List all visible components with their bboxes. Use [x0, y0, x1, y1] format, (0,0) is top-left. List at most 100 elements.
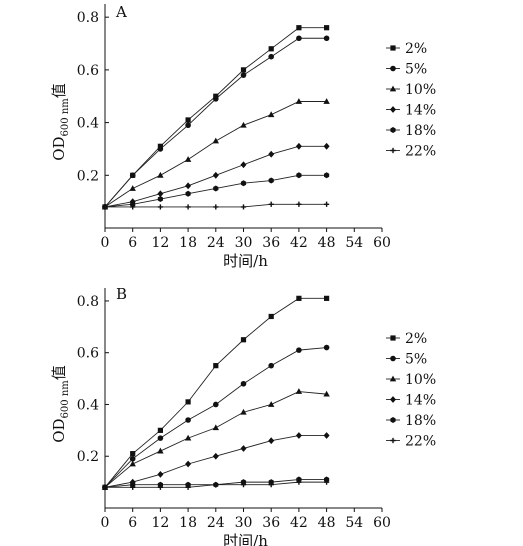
y-axis-label: OD600 nm值	[50, 83, 71, 161]
x-tick-label: 30	[235, 235, 253, 251]
data-point	[213, 96, 219, 102]
data-point	[185, 460, 192, 468]
data-point	[324, 201, 330, 207]
data-point	[240, 337, 247, 343]
legend-marker	[390, 355, 396, 362]
data-point	[240, 121, 247, 128]
axes	[104, 4, 383, 232]
data-point	[323, 142, 330, 150]
legend-entry: 14%	[386, 393, 436, 409]
data-point	[268, 150, 275, 158]
legend-label: 10%	[405, 372, 436, 388]
data-point	[157, 447, 164, 454]
data-point	[268, 201, 274, 207]
data-point	[185, 399, 191, 405]
x-tick-label: 6	[128, 515, 137, 531]
data-point	[296, 172, 302, 179]
legend-entry: 10%	[386, 82, 436, 98]
data-point	[240, 380, 247, 387]
y-axis-label-sub: 600 nm	[60, 98, 71, 137]
axes	[104, 288, 383, 512]
data-point	[296, 295, 302, 301]
data-point	[157, 190, 164, 198]
panel-label: B	[116, 285, 127, 303]
data-point	[185, 117, 191, 123]
legend-label: 2%	[405, 331, 427, 347]
x-tick-label: 54	[345, 235, 363, 251]
x-tick-label: 48	[318, 515, 336, 531]
series-14%	[102, 142, 330, 211]
data-point	[296, 35, 302, 42]
legend-label: 22%	[405, 144, 436, 160]
y-tick-label: 0.4	[77, 397, 99, 413]
data-point	[324, 295, 330, 301]
data-point	[268, 437, 275, 445]
data-point	[213, 482, 219, 488]
y-tick-label: 0.6	[77, 63, 99, 79]
data-point	[323, 432, 330, 439]
x-tick-label: 60	[373, 235, 391, 251]
x-tick-label: 48	[318, 235, 336, 251]
data-point	[130, 451, 136, 457]
data-point	[268, 53, 275, 60]
legend-marker	[390, 65, 396, 72]
data-point	[268, 111, 275, 118]
legend-entry: 22%	[386, 144, 436, 160]
legend-entry: 10%	[386, 372, 436, 388]
data-point	[268, 313, 274, 320]
data-point	[184, 434, 192, 441]
data-point	[295, 432, 302, 439]
data-point	[213, 204, 219, 210]
legend-entry: 18%	[386, 413, 436, 429]
legend-label: 5%	[405, 62, 427, 78]
y-tick-label: 0.4	[77, 116, 99, 132]
x-tick-label: 18	[179, 515, 197, 531]
data-point	[296, 201, 302, 207]
data-point	[240, 67, 247, 73]
data-point	[296, 479, 302, 485]
series-22%	[102, 201, 330, 210]
series-2%	[102, 25, 330, 210]
legend-marker	[390, 106, 396, 113]
data-point	[157, 171, 164, 178]
y-axis-label-main: OD	[50, 418, 68, 442]
data-point	[129, 185, 136, 191]
data-point	[268, 482, 274, 488]
legend-entry: 5%	[386, 62, 427, 78]
data-point	[212, 452, 219, 460]
data-point	[212, 424, 219, 431]
data-point	[295, 142, 302, 150]
y-tick-label: 0.8	[77, 294, 99, 310]
x-tick-label: 42	[290, 515, 308, 531]
legend-marker	[390, 335, 396, 341]
data-point	[213, 185, 219, 192]
chart-panel-B: 0 6 12 18 24 30 36 42 48 54 60 0.2 0.4 0.6 0.8 B 时间/h OD6…	[50, 285, 436, 546]
series-line	[104, 37, 327, 208]
y-axis-label-sub: 600 nm	[60, 380, 71, 419]
legend-entry: 22%	[386, 434, 436, 450]
legend-marker	[390, 396, 396, 403]
data-point	[323, 390, 330, 397]
series-18%	[102, 172, 330, 210]
x-axis-label: 时间/h	[223, 532, 268, 546]
legend-marker	[390, 417, 396, 423]
x-tick-label: 24	[207, 515, 225, 531]
data-point	[296, 25, 302, 31]
data-point	[240, 161, 247, 169]
legend-label: 2%	[405, 41, 427, 57]
data-point	[185, 190, 191, 197]
data-point	[213, 401, 219, 408]
legend-entry: 14%	[386, 103, 436, 119]
data-point	[212, 171, 219, 179]
x-tick-label: 6	[128, 235, 137, 251]
legend-marker	[390, 437, 396, 444]
series-5%	[102, 344, 330, 491]
data-point	[157, 196, 163, 203]
x-tick-label: 36	[262, 235, 280, 251]
data-point	[185, 417, 191, 423]
legend-entry: 18%	[386, 123, 436, 139]
legend-entry: 2%	[386, 41, 427, 57]
data-point	[295, 388, 303, 394]
series-5%	[102, 35, 330, 210]
